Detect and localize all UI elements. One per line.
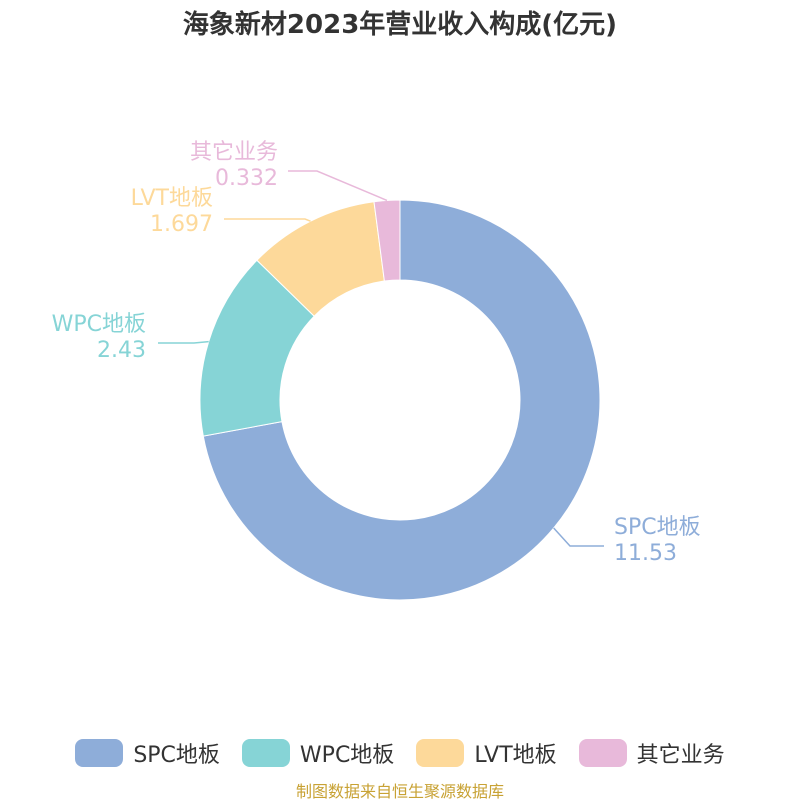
- slice-value-label-0: 11.53: [614, 541, 677, 566]
- leader-line-1: [158, 340, 209, 344]
- chart-title: 海象新材2023年营业收入构成(亿元): [182, 10, 618, 40]
- slice-0: [202, 199, 601, 601]
- legend-swatch: [416, 739, 465, 767]
- slice-name-label-1: WPC地板: [52, 312, 146, 337]
- legend-label: LVT地板: [474, 743, 557, 768]
- leader-line-2: [224, 218, 311, 222]
- leader-line-0: [553, 527, 604, 547]
- legend-item-2[interactable]: LVT地板: [416, 737, 557, 769]
- legend-swatch: [241, 739, 290, 767]
- slice-3: [373, 199, 401, 282]
- legend-item-3[interactable]: 其它业务: [578, 737, 725, 769]
- slice-name-label-0: SPC地板: [614, 515, 701, 540]
- legend: SPC地板 WPC地板 LVT地板 其它业务: [0, 737, 800, 769]
- legend-item-1[interactable]: WPC地板: [241, 737, 395, 769]
- legend-item-0[interactable]: SPC地板: [75, 737, 220, 769]
- legend-label: WPC地板: [299, 743, 395, 768]
- slice-value-label-1: 2.43: [97, 338, 146, 363]
- source-note: 制图数据来自恒生聚源数据库: [295, 782, 504, 801]
- legend-swatch: [75, 739, 124, 767]
- slice-name-label-3: 其它业务: [190, 140, 278, 165]
- slice-name-label-2: LVT地板: [131, 186, 213, 211]
- slice-value-label-2: 1.697: [150, 212, 213, 237]
- legend-label: 其它业务: [636, 743, 725, 768]
- legend-swatch: [578, 739, 627, 767]
- legend-label: SPC地板: [133, 743, 220, 768]
- slice-value-label-3: 0.332: [215, 166, 278, 191]
- leader-line-3: [288, 170, 388, 202]
